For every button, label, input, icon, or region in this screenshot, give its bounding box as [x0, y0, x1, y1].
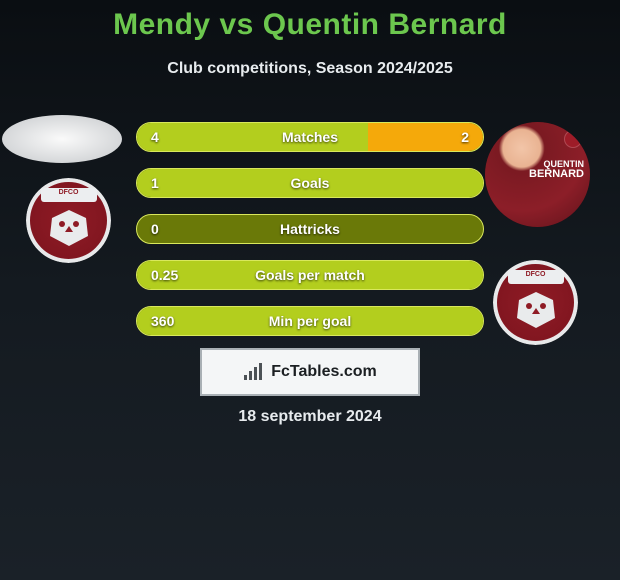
chart-icon — [243, 363, 265, 381]
comparison-bars: Matches4 2 Goals1 Hattricks0 Goals per match… — [136, 122, 484, 352]
bar-label: Goals per match — [137, 267, 483, 283]
credit-text: FcTables.com — [271, 363, 377, 381]
owl-icon — [46, 208, 92, 248]
player1-name: Mendy — [113, 8, 211, 41]
crest-shape: DFCO — [26, 178, 111, 263]
bar-row: Hattricks0 — [136, 214, 484, 244]
owl-icon — [513, 290, 559, 330]
crest-text: DFCO — [497, 271, 574, 278]
player1-photo — [2, 115, 122, 163]
player1-club-logo: DFCO — [26, 178, 111, 263]
crest-shape: DFCO — [493, 260, 578, 345]
subtitle: Club competitions, Season 2024/2025 — [0, 60, 620, 78]
player2-club-logo: DFCO — [493, 260, 578, 345]
player2-name-tag: QUENTIN BERNARD — [529, 160, 584, 180]
bar-right-value: 2 — [461, 129, 469, 145]
page-title: Mendy vs Quentin Bernard — [0, 8, 620, 42]
bar-label: Min per goal — [137, 313, 483, 329]
club-badge-small — [564, 130, 582, 148]
bar-left-value: 0.25 — [151, 267, 178, 283]
bar-left-value: 360 — [151, 313, 174, 329]
bar-row: Goals1 — [136, 168, 484, 198]
bar-label: Matches — [137, 129, 483, 145]
bar-row: Goals per match0.25 — [136, 260, 484, 290]
date-text: 18 september 2024 — [0, 408, 620, 426]
player2-tag-last: BERNARD — [529, 169, 584, 180]
bar-left-value: 0 — [151, 221, 159, 237]
player2-name: Quentin Bernard — [263, 8, 507, 41]
vs-text: vs — [219, 8, 253, 41]
credit-box: FcTables.com — [200, 348, 420, 396]
bar-row: Matches4 2 — [136, 122, 484, 152]
crest-text: DFCO — [30, 189, 107, 196]
bar-left-value: 4 — [151, 129, 159, 145]
player2-photo: QUENTIN BERNARD — [485, 122, 590, 227]
bar-row: Min per goal360 — [136, 306, 484, 336]
bar-label: Hattricks — [137, 221, 483, 237]
bar-left-value: 1 — [151, 175, 159, 191]
bar-label: Goals — [137, 175, 483, 191]
